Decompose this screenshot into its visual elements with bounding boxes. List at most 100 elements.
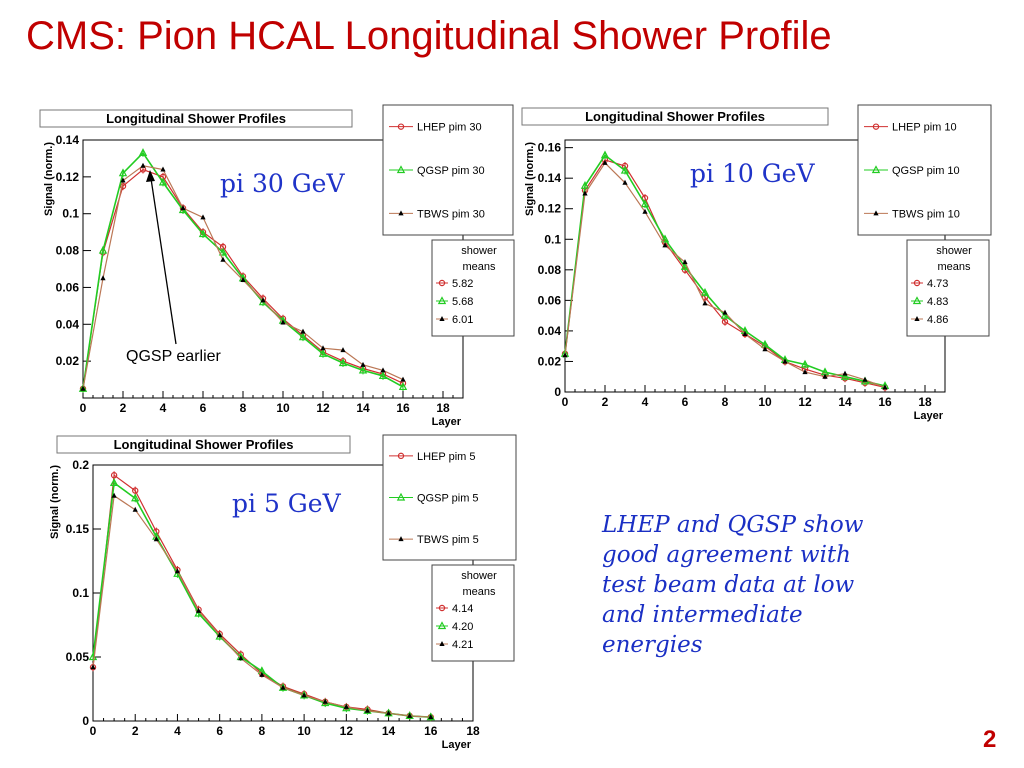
data-point <box>562 352 568 358</box>
legend-entry: TBWS pim 5 <box>417 534 479 546</box>
y-tick-label: 0.1 <box>72 586 89 600</box>
data-point <box>322 698 328 704</box>
means-swatch-marker <box>913 279 921 287</box>
data-point <box>260 297 266 303</box>
legend-swatch-marker <box>396 492 406 501</box>
shower-mean-value: 5.68 <box>452 296 473 308</box>
x-tick-label: 12 <box>316 401 330 415</box>
chart-30gev: Longitudinal Shower Profiles 0 2 4 6 8 10 12 14 1… <box>39 104 515 428</box>
data-point <box>298 332 308 341</box>
data-point <box>622 179 628 185</box>
x-tick-label: 18 <box>436 401 450 415</box>
x-tick-label: 16 <box>878 395 892 409</box>
shower-mean-value: 4.73 <box>927 278 948 290</box>
means-box <box>906 239 990 337</box>
x-tick-label: 18 <box>918 395 932 409</box>
x-axis-title: Layer <box>442 739 472 751</box>
chart-10gev: Longitudinal Shower Profiles 0 2 4 6 8 10 12 14 1… <box>521 104 992 422</box>
data-point <box>385 710 392 716</box>
data-point <box>120 177 126 183</box>
data-point <box>118 168 128 177</box>
data-point <box>428 714 434 720</box>
y-tick-label: 0.14 <box>56 133 80 147</box>
legend-swatch-marker <box>871 165 881 174</box>
y-tick-label: 0.05 <box>66 650 90 664</box>
x-tick-label: 12 <box>340 724 354 738</box>
legend-swatch-marker <box>397 123 405 130</box>
legend-entry: QGSP pim 30 <box>417 165 485 177</box>
data-point <box>662 242 668 248</box>
data-point <box>338 358 348 367</box>
legend-swatch-marker <box>398 210 404 216</box>
y-tick-label: 0.08 <box>538 263 562 277</box>
data-point <box>602 159 608 165</box>
y-tick-label: 0.12 <box>56 170 80 184</box>
y-tick-label: 0.14 <box>538 171 562 185</box>
legend-entry: QGSP pim 5 <box>417 493 479 505</box>
means-swatch-marker <box>914 316 920 321</box>
legend-swatch-marker <box>397 452 405 460</box>
data-point <box>400 376 406 382</box>
x-tick-label: 2 <box>120 401 127 415</box>
data-point <box>398 382 408 391</box>
x-tick-label: 12 <box>798 395 812 409</box>
x-tick-label: 14 <box>356 401 370 415</box>
data-point <box>198 229 208 238</box>
y-tick-label: 0.2 <box>72 458 89 472</box>
x-tick-label: 0 <box>90 724 97 738</box>
data-point <box>90 664 96 670</box>
legend-entry: QGSP pim 10 <box>892 165 960 177</box>
series-2 <box>90 492 434 720</box>
x-tick-label: 10 <box>297 724 311 738</box>
shower-mean-value: 4.83 <box>927 296 948 308</box>
y-tick-label: 0.08 <box>56 244 80 258</box>
data-point <box>132 506 138 512</box>
data-point <box>822 373 828 379</box>
y-tick-label: 0.04 <box>538 324 562 338</box>
chart-panel-5gev: Longitudinal Shower Profiles 0 2 4 6 8 10 12 14 1… <box>0 425 530 768</box>
means-box <box>431 239 515 337</box>
data-point <box>800 359 810 368</box>
x-tick-label: 2 <box>602 395 609 409</box>
data-point <box>340 347 346 353</box>
series-2 <box>562 159 888 390</box>
shower-mean-value: 4.86 <box>927 314 948 326</box>
y-tick-label: 0.06 <box>56 280 80 294</box>
legend-swatch-marker <box>873 210 879 216</box>
data-point <box>380 367 386 373</box>
data-point <box>100 275 106 281</box>
data-point <box>138 148 148 157</box>
data-point <box>131 493 140 502</box>
means-swatch-marker <box>912 296 922 305</box>
x-tick-label: 14 <box>382 724 396 738</box>
x-tick-label: 10 <box>758 395 772 409</box>
data-point <box>200 214 206 220</box>
data-point <box>280 319 286 325</box>
data-point <box>160 166 166 172</box>
data-point <box>195 607 202 613</box>
data-point <box>682 259 688 265</box>
data-point <box>700 287 710 296</box>
legend-swatch-marker <box>396 165 406 174</box>
chart-title-box <box>39 109 353 128</box>
legend-entry: TBWS pim 30 <box>417 208 485 220</box>
data-point <box>320 345 326 351</box>
y-tick-label: 0.12 <box>538 202 562 216</box>
chart-title: Longitudinal Shower Profiles <box>585 109 765 124</box>
data-point <box>259 671 265 677</box>
energy-label: pi 10 GeV <box>690 159 815 188</box>
y-axis-title: Signal (norm.) <box>49 465 61 539</box>
means-title-line2: means <box>462 261 496 273</box>
data-point <box>582 190 588 196</box>
means-swatch-marker <box>439 316 445 321</box>
data-point <box>110 472 118 479</box>
data-point <box>722 309 728 315</box>
means-swatch-marker <box>437 296 447 305</box>
legend-entry: LHEP pim 10 <box>892 122 957 134</box>
chart-panel-10gev: Longitudinal Shower Profiles 0 2 4 6 8 10 12 14 1… <box>505 100 1024 432</box>
means-title-line1: shower <box>936 245 972 257</box>
chart-panel-30gev: Longitudinal Shower Profiles 0 2 4 6 8 10 12 14 1… <box>0 100 520 432</box>
legend-entry: TBWS pim 10 <box>892 208 960 220</box>
data-point <box>762 346 768 352</box>
x-axis-title: Layer <box>432 416 462 428</box>
